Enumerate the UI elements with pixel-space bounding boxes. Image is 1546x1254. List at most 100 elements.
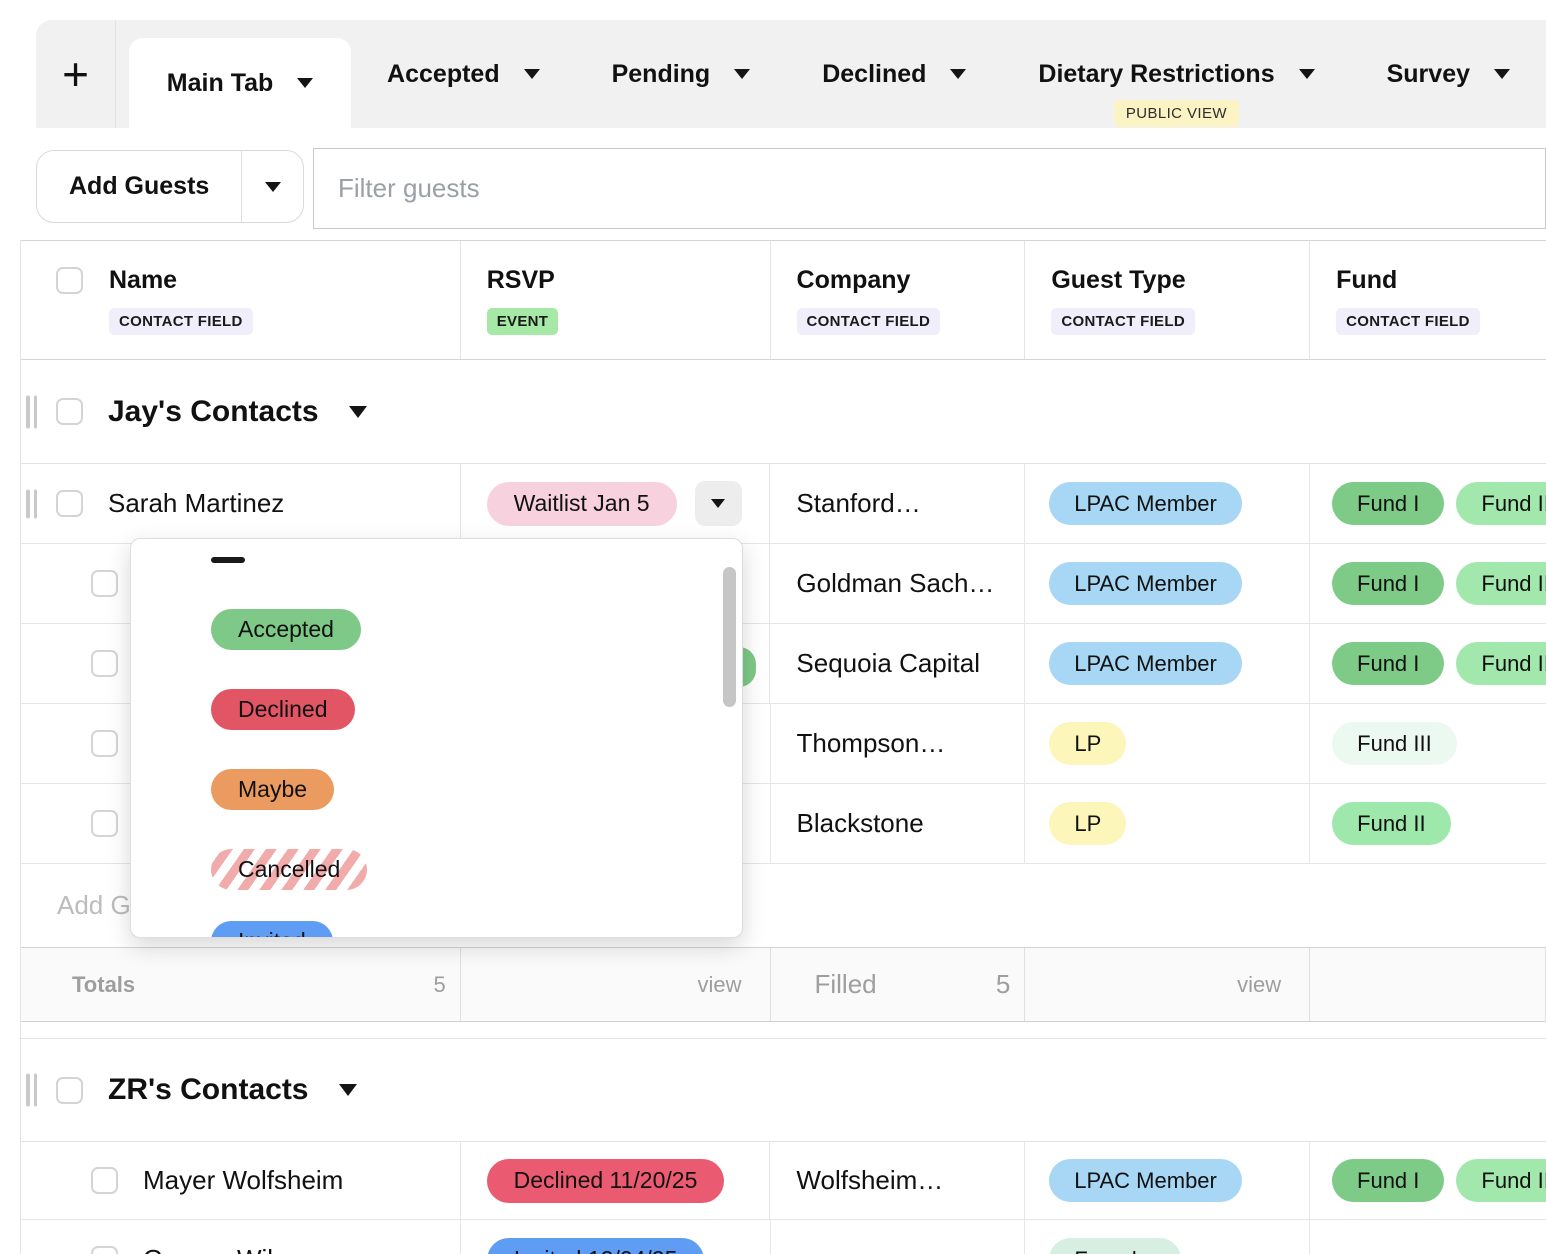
guest-type-pill[interactable]: LP [1049, 722, 1127, 765]
company-cell[interactable]: Blackstone [771, 784, 1026, 863]
dropdown-scrollbar-thumb[interactable] [723, 567, 736, 707]
view-link[interactable]: view [1237, 971, 1282, 997]
row-checkbox[interactable] [91, 1167, 118, 1194]
fund-pill[interactable]: Fund III [1332, 722, 1457, 765]
group-checkbox[interactable] [56, 1076, 83, 1104]
table-row: George Wilson Invited 12/04/25 Founder [21, 1220, 1546, 1254]
table-row: Mayer Wolfsheim Declined 11/20/25 Wolfsh… [21, 1142, 1546, 1220]
column-header-fund[interactable]: Fund CONTACT FIELD [1310, 241, 1546, 359]
drag-handle-icon[interactable] [26, 395, 37, 428]
column-header-rsvp[interactable]: RSVP EVENT [461, 241, 771, 359]
tab-bar: + Main Tab Accepted Pending Declined Die… [36, 20, 1546, 128]
tab-label: Declined [822, 59, 927, 88]
filter-guests-input[interactable] [313, 148, 1546, 229]
column-title: Name [109, 266, 178, 294]
company-cell[interactable]: Stanford… [770, 464, 1026, 543]
company-cell[interactable]: Thompson… [771, 704, 1026, 783]
drag-handle-icon[interactable] [26, 1073, 37, 1107]
filled-count: 5 [995, 969, 1011, 999]
row-checkbox[interactable] [91, 570, 118, 597]
chevron-down-icon[interactable] [523, 69, 540, 79]
group-checkbox[interactable] [56, 398, 83, 425]
field-type-tag: CONTACT FIELD [1336, 308, 1480, 335]
tab-strip: Main Tab Accepted Pending Declined Dieta… [116, 20, 1546, 128]
field-type-tag: EVENT [486, 308, 559, 335]
group-title: Jay's Contacts [108, 394, 319, 428]
public-view-badge: PUBLIC VIEW [1113, 100, 1239, 127]
add-guests-button[interactable]: Add Guests [69, 172, 210, 200]
guest-name: George Wilson [143, 1244, 315, 1254]
row-checkbox[interactable] [91, 1246, 118, 1254]
fund-pill[interactable]: Fund I [1332, 1159, 1445, 1202]
guest-type-pill[interactable]: LP [1049, 802, 1127, 845]
tab-main-tab[interactable]: Main Tab [129, 38, 352, 128]
company-cell[interactable]: Goldman Sach… [770, 544, 1026, 623]
row-checkbox[interactable] [91, 730, 118, 757]
company-cell[interactable] [771, 1220, 1026, 1254]
guest-type-pill[interactable]: LPAC Member [1049, 562, 1242, 605]
rsvp-pill[interactable]: Declined 11/20/25 [486, 1158, 725, 1203]
column-header-company[interactable]: Company CONTACT FIELD [771, 241, 1026, 359]
chevron-down-icon[interactable] [950, 69, 967, 79]
guest-type-pill[interactable]: Founder [1049, 1238, 1182, 1254]
rsvp-option-maybe[interactable]: Maybe [211, 769, 335, 810]
table-header-row: Name CONTACT FIELD RSVP EVENT Company CO… [21, 240, 1546, 360]
column-header-name[interactable]: Name CONTACT FIELD [21, 241, 461, 359]
rsvp-pill[interactable]: Waitlist Jan 5 [486, 481, 677, 526]
row-checkbox[interactable] [56, 490, 83, 517]
plus-icon: + [62, 48, 89, 100]
chevron-down-icon[interactable] [297, 78, 314, 88]
chevron-down-icon [711, 499, 726, 508]
rsvp-option-none[interactable] [211, 557, 245, 563]
tab-dietary-restrictions[interactable]: Dietary Restrictions PUBLIC VIEW [1002, 20, 1350, 128]
select-all-checkbox[interactable] [56, 267, 83, 294]
view-link[interactable]: view [697, 971, 742, 997]
guest-type-pill[interactable]: LPAC Member [1049, 642, 1242, 685]
rsvp-option-cancelled[interactable]: Cancelled [211, 849, 368, 890]
chevron-down-icon[interactable] [1494, 69, 1510, 79]
tab-label: Accepted [387, 59, 500, 88]
rsvp-pill[interactable]: Invited 12/04/25 [486, 1237, 705, 1254]
tab-label: Dietary Restrictions [1038, 59, 1275, 88]
column-title: Company [796, 266, 911, 294]
fund-pill[interactable]: Fund II [1456, 562, 1546, 605]
fund-pill[interactable]: Fund I [1332, 642, 1445, 685]
drag-handle-icon[interactable] [26, 489, 37, 518]
tab-declined[interactable]: Declined [786, 20, 1002, 128]
add-guests-dropdown-button[interactable] [241, 151, 303, 222]
tab-accepted[interactable]: Accepted [351, 20, 576, 128]
tab-survey[interactable]: Survey [1351, 20, 1546, 128]
tab-pending[interactable]: Pending [576, 20, 787, 128]
totals-name-count: 5 [433, 971, 446, 997]
add-tab-button[interactable]: + [36, 20, 117, 128]
filled-label: Filled [814, 969, 877, 999]
guest-type-pill[interactable]: LPAC Member [1049, 1159, 1242, 1202]
fund-pill[interactable]: Fund I [1332, 482, 1445, 525]
row-checkbox[interactable] [91, 810, 118, 837]
tab-label: Survey [1386, 59, 1470, 88]
totals-row: Totals 5 view Filled 5 view [21, 948, 1546, 1022]
rsvp-option-invited[interactable]: Invited [211, 921, 333, 937]
column-header-guest-type[interactable]: Guest Type CONTACT FIELD [1025, 241, 1311, 359]
rsvp-option-declined[interactable]: Declined [211, 689, 355, 730]
fund-pill[interactable]: Fund II [1456, 1159, 1546, 1202]
add-guests-split-button[interactable]: Add Guests [36, 150, 305, 223]
column-title: Guest Type [1051, 266, 1186, 294]
field-type-tag: CONTACT FIELD [109, 308, 253, 335]
chevron-down-icon[interactable] [734, 69, 751, 79]
rsvp-option-accepted[interactable]: Accepted [211, 609, 361, 650]
fund-pill[interactable]: Fund II [1456, 642, 1546, 685]
company-cell[interactable]: Sequoia Capital [770, 624, 1026, 703]
chevron-down-icon[interactable] [338, 1084, 357, 1096]
fund-pill[interactable]: Fund II [1332, 802, 1451, 845]
column-title: Fund [1336, 266, 1398, 294]
fund-pill[interactable]: Fund II [1456, 482, 1546, 525]
fund-pill[interactable]: Fund I [1332, 562, 1445, 605]
chevron-down-icon[interactable] [348, 405, 367, 418]
company-cell[interactable]: Wolfsheim… [770, 1142, 1026, 1219]
chevron-down-icon[interactable] [1298, 69, 1315, 79]
rsvp-dropdown-button[interactable] [694, 481, 742, 526]
rsvp-dropdown-menu: Accepted Declined Maybe Cancelled Invite… [130, 538, 743, 938]
guest-type-pill[interactable]: LPAC Member [1049, 482, 1242, 525]
row-checkbox[interactable] [91, 650, 118, 677]
